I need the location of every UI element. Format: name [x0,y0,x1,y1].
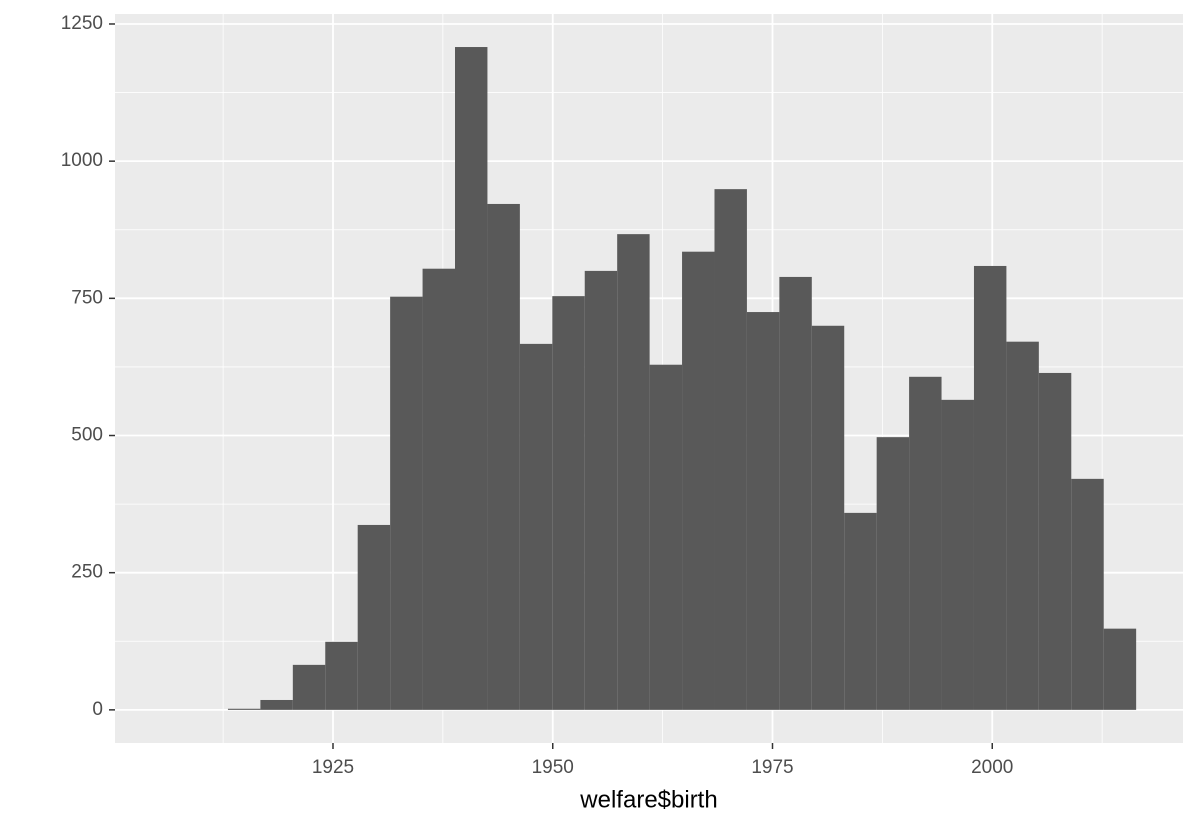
bar [552,296,585,710]
bar [1103,628,1137,710]
bar [227,708,261,710]
x-tick-label: 1975 [751,757,793,778]
bar [292,664,326,710]
y-tick-label: 500 [71,425,103,446]
bar [617,234,650,710]
bar [390,296,423,710]
bar [487,203,520,710]
y-tick-label: 750 [71,287,103,308]
bar [260,699,293,710]
y-tick-label: 0 [92,699,103,720]
x-tick-label: 1950 [532,757,574,778]
bar [714,189,747,710]
bar [844,512,877,710]
bar [455,47,488,710]
bar [422,268,456,710]
bar [876,437,910,710]
bar [973,265,1007,710]
bar [1038,372,1072,710]
bar [357,524,391,710]
bar [682,251,715,710]
x-axis-title: welfare$birth [579,786,717,813]
y-tick-label: 250 [71,562,103,583]
bar [649,364,683,710]
bar [779,276,812,710]
bar [1006,341,1039,710]
x-tick-label: 2000 [971,757,1013,778]
bar [584,270,618,710]
x-tick-label: 1925 [312,757,354,778]
y-tick-label: 1000 [61,150,103,171]
bar [1071,478,1104,710]
y-tick-label: 1250 [61,13,103,34]
bar [909,376,942,710]
bar [325,641,358,710]
bar [941,399,974,710]
bar [811,325,845,710]
bar [746,312,780,710]
bar [519,343,553,710]
